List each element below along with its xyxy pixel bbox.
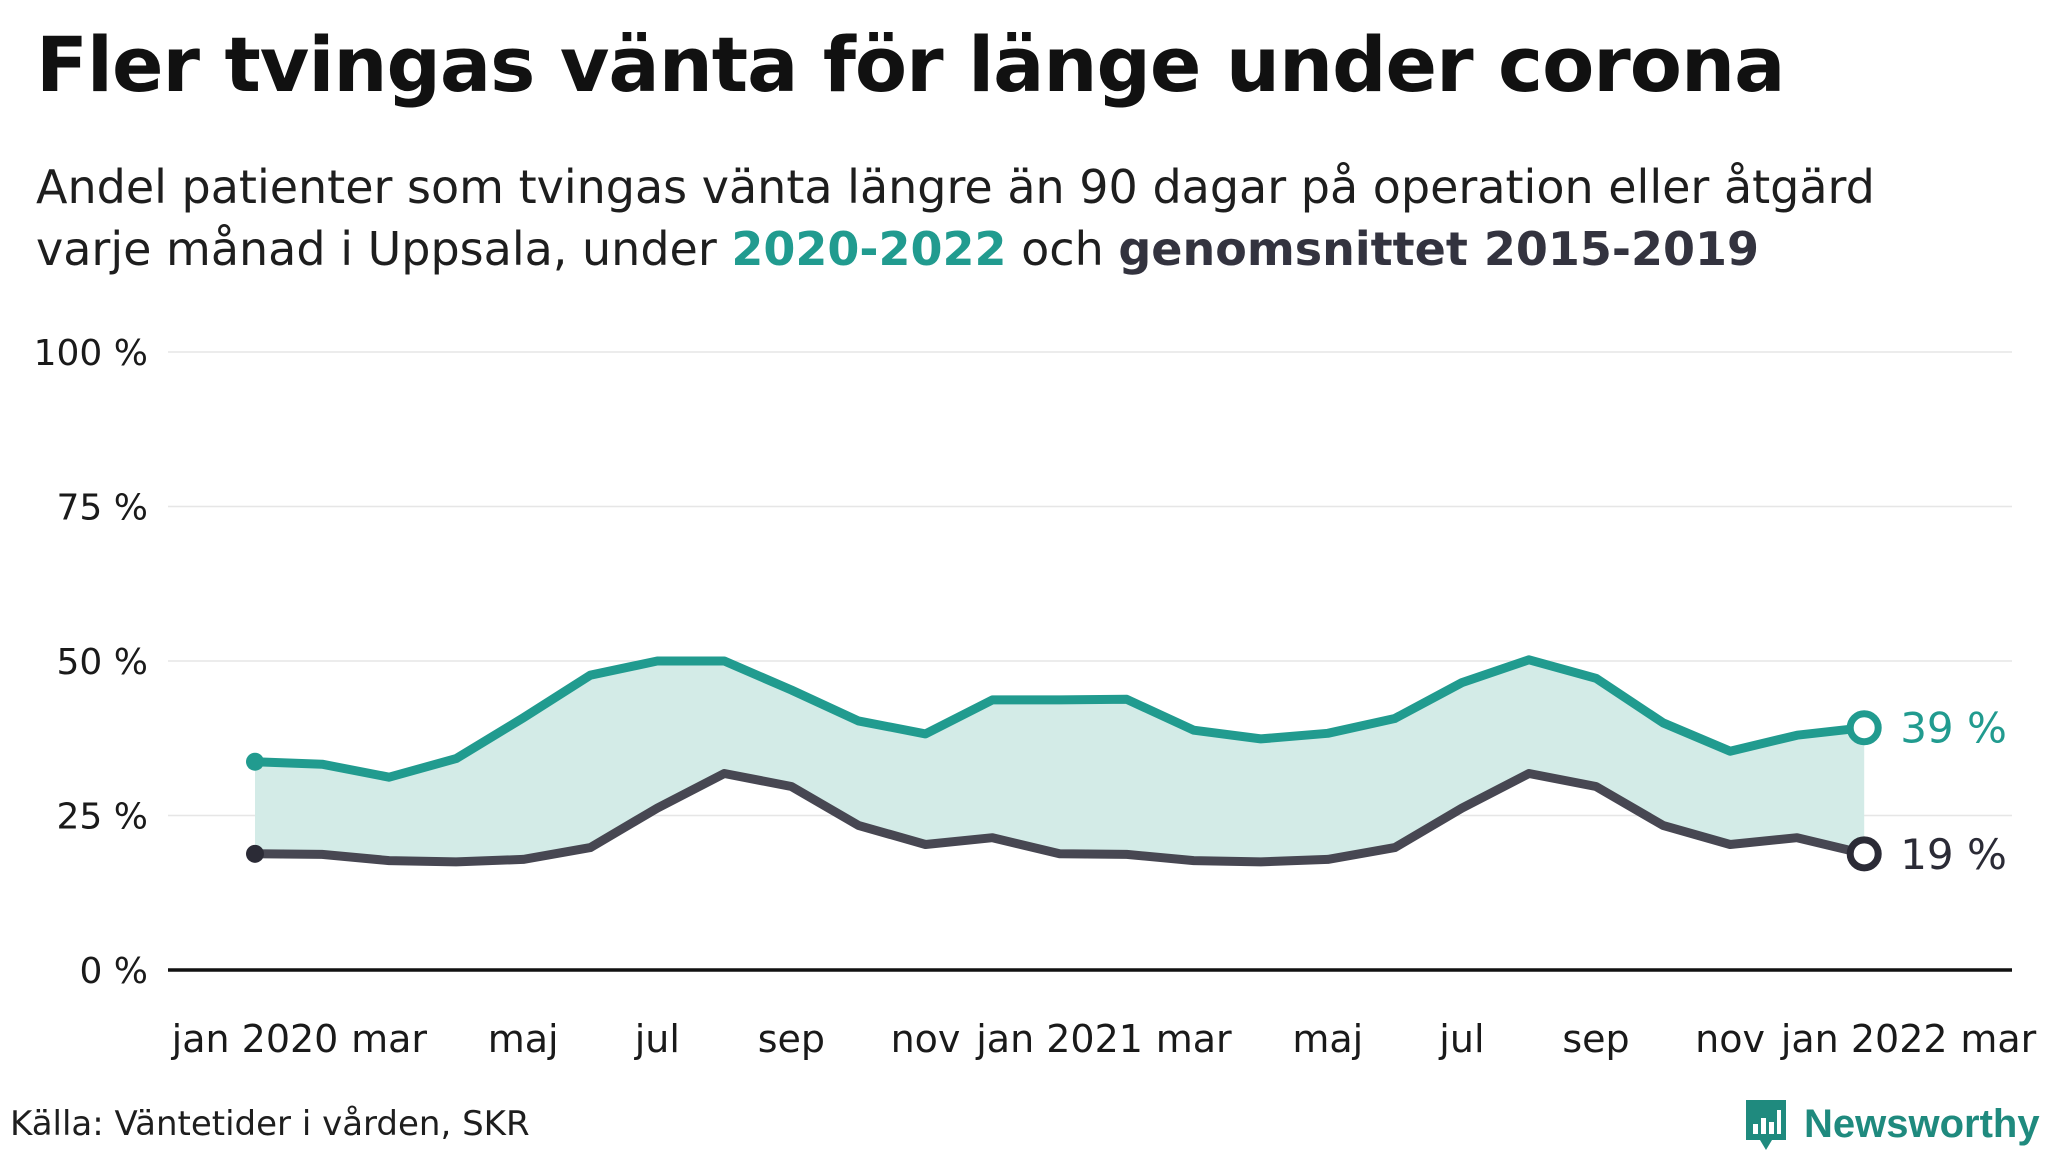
subtitle-text-mid: och [1006, 222, 1119, 276]
series-a-start-point [246, 752, 264, 771]
x-tick-label: sep [1562, 1017, 1629, 1061]
x-tick-label: sep [758, 1017, 825, 1061]
series-a-end-label: 39 % [1900, 704, 2007, 753]
y-tick-label: 50 % [57, 642, 148, 683]
y-tick-label: 75 % [57, 488, 148, 529]
area-between-series [255, 659, 1865, 862]
series-b-end-point [1846, 836, 1882, 872]
series-b-label: genomsnittet 2015-2019 [1118, 222, 1760, 276]
end-labels: 39 % 19 % [1900, 704, 2007, 879]
brand-logo: Newsworthy [1742, 1096, 2040, 1152]
series-points [246, 710, 1882, 872]
x-tick-label: maj [1292, 1017, 1363, 1061]
x-tick-label: mar [1156, 1017, 1232, 1061]
axes: 0 % 25 % 50 % 75 % 100 % jan 2020 mar maj jul sep… [34, 333, 2037, 1061]
y-tick-label: 100 % [34, 333, 148, 374]
fill-between-series [255, 659, 1865, 862]
subtitle-text-pre: varje månad i Uppsala, under [36, 222, 732, 276]
x-tick-label: jul [634, 1017, 680, 1061]
x-tick-label: jan 2021 [975, 1017, 1143, 1061]
series-b-end-label: 19 % [1900, 830, 2007, 879]
x-tick-label: jan 2022 [1780, 1017, 1948, 1061]
x-tick-label: mar [1960, 1017, 2036, 1061]
chart-title: Fler tvingas vänta för länge under coron… [36, 20, 1785, 109]
newsworthy-logo-icon [1746, 1100, 1786, 1150]
chart-subtitle-line1: Andel patienter som tvingas vänta längre… [36, 160, 1875, 214]
y-tick-label: 0 % [79, 951, 148, 992]
series-a-label: 2020-2022 [731, 222, 1007, 276]
brand-name: Newsworthy [1804, 1101, 2040, 1146]
series-a-end-point [1846, 710, 1882, 746]
x-tick-label: jul [1438, 1017, 1484, 1061]
x-tick-label: nov [1695, 1017, 1765, 1061]
y-tick-label: 25 % [57, 797, 148, 838]
series-lines [250, 655, 1869, 867]
x-tick-label: nov [891, 1017, 961, 1061]
x-tick-label: mar [351, 1017, 427, 1061]
source-note: Källa: Väntetider i vården, SKR [10, 1104, 530, 1144]
chart-subtitle-line2: varje månad i Uppsala, under 2020-2022 o… [36, 222, 1759, 276]
series-b-start-point [246, 844, 264, 863]
x-tick-label: jan 2020 [171, 1017, 339, 1061]
series-line-average [250, 769, 1869, 867]
series-line-2020-2022 [250, 655, 1869, 782]
x-tick-label: maj [488, 1017, 559, 1061]
